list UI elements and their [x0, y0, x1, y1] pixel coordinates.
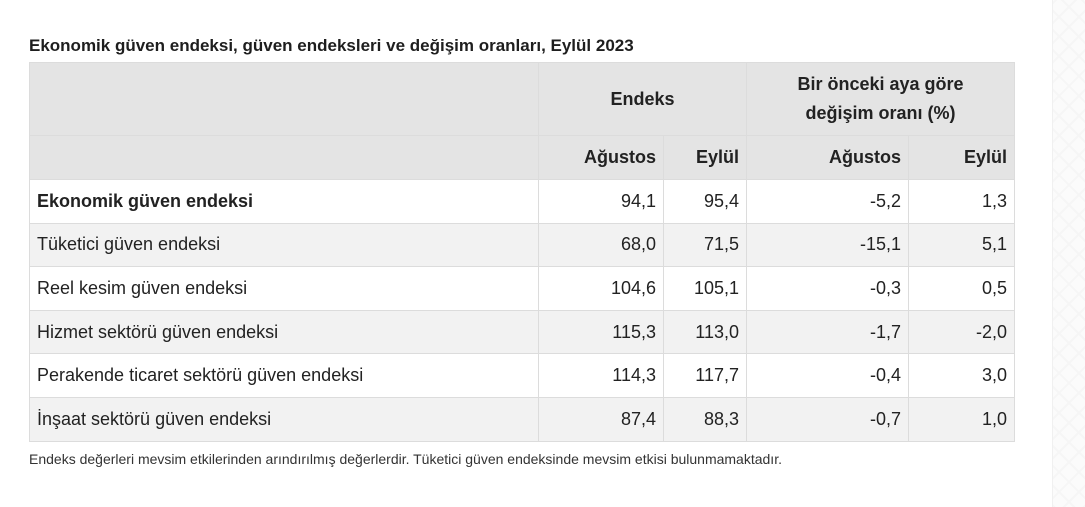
row-label: Perakende ticaret sektörü güven endeksi [29, 353, 539, 398]
row-label: Reel kesim güven endeksi [29, 266, 539, 311]
header-group-change-rate-line1: Bir önceki aya göre [797, 74, 964, 94]
header-empty-cell [29, 135, 539, 180]
row-label: Ekonomik güven endeksi [29, 179, 539, 224]
header-row-groups: Endeks Bir önceki aya göre değişim oranı… [29, 62, 1016, 136]
table-caption: Ekonomik güven endeksi, güven endeksleri… [29, 36, 634, 55]
header-group-change-rate: Bir önceki aya göre değişim oranı (%) [745, 62, 1016, 136]
cell-endeks-august: 87,4 [538, 396, 664, 442]
cell-endeks-september: 71,5 [663, 222, 747, 268]
header-group-change-rate-line2: değişim oranı (%) [805, 103, 956, 123]
cell-change-august: -0,3 [746, 266, 909, 311]
cell-endeks-september: 117,7 [663, 353, 747, 398]
cell-change-september: -2,0 [907, 309, 1016, 355]
row-label: Tüketici güven endeksi [29, 222, 539, 268]
table-row: Reel kesim güven endeksi 104,6 105,1 -0,… [29, 266, 1016, 311]
decorative-side-pattern [1052, 0, 1085, 507]
cell-change-september: 0,5 [907, 266, 1016, 311]
cell-endeks-august: 94,1 [538, 179, 664, 224]
cell-change-september: 1,0 [907, 396, 1016, 442]
cell-endeks-august: 114,3 [538, 353, 664, 398]
cell-change-august: -0,4 [746, 353, 909, 398]
header-group-endeks: Endeks [538, 62, 747, 136]
cell-endeks-august: 104,6 [538, 266, 664, 311]
cell-change-august: -5,2 [746, 179, 909, 224]
table-row: İnşaat sektörü güven endeksi 87,4 88,3 -… [29, 396, 1016, 442]
table-row: Hizmet sektörü güven endeksi 115,3 113,0… [29, 309, 1016, 355]
confidence-index-table: Endeks Bir önceki aya göre değişim oranı… [29, 62, 1016, 442]
cell-change-september: 3,0 [907, 353, 1016, 398]
header-change-september: Eylül [907, 135, 1016, 180]
cell-endeks-august: 115,3 [538, 309, 664, 355]
header-empty-cell [29, 62, 539, 136]
table-row: Ekonomik güven endeksi 94,1 95,4 -5,2 1,… [29, 179, 1016, 224]
cell-endeks-september: 88,3 [663, 396, 747, 442]
table-row: Tüketici güven endeksi 68,0 71,5 -15,1 5… [29, 222, 1016, 268]
cell-endeks-september: 113,0 [663, 309, 747, 355]
table-footnote: Endeks değerleri mevsim etkilerinden arı… [29, 451, 782, 467]
cell-endeks-september: 95,4 [663, 179, 747, 224]
header-row-months: Ağustos Eylül Ağustos Eylül [29, 135, 1016, 180]
header-change-august: Ağustos [746, 135, 909, 180]
header-endeks-september: Eylül [663, 135, 747, 180]
table-row: Perakende ticaret sektörü güven endeksi … [29, 353, 1016, 398]
cell-endeks-august: 68,0 [538, 222, 664, 268]
header-endeks-august: Ağustos [538, 135, 664, 180]
cell-change-august: -15,1 [746, 222, 909, 268]
cell-endeks-september: 105,1 [663, 266, 747, 311]
row-label: Hizmet sektörü güven endeksi [29, 309, 539, 355]
cell-change-august: -1,7 [746, 309, 909, 355]
cell-change-september: 5,1 [907, 222, 1016, 268]
cell-change-august: -0,7 [746, 396, 909, 442]
row-label: İnşaat sektörü güven endeksi [29, 396, 539, 442]
cell-change-september: 1,3 [907, 179, 1016, 224]
